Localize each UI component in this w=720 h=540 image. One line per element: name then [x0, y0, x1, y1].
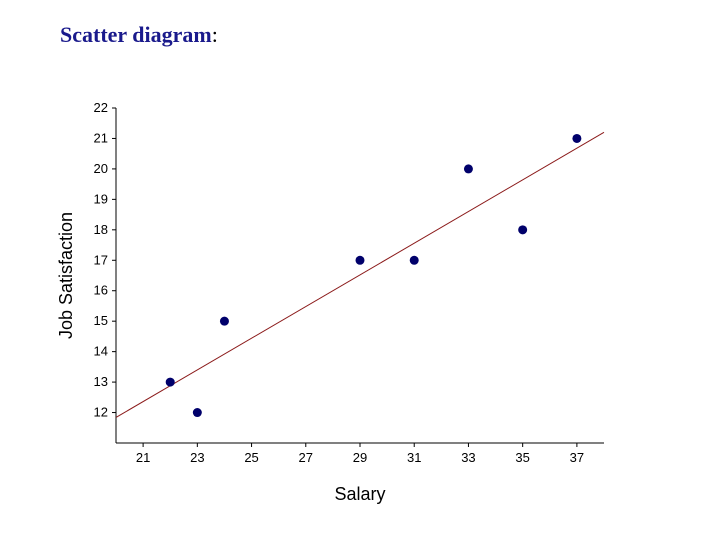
- y-tick-label: 13: [94, 374, 108, 389]
- data-point: [192, 408, 202, 418]
- data-point: [355, 255, 365, 265]
- data-point: [409, 255, 419, 265]
- y-tick-label: 12: [94, 405, 108, 420]
- x-axis-title: Salary: [334, 484, 385, 504]
- x-tick-label: 35: [515, 450, 529, 465]
- x-tick-label: 33: [461, 450, 475, 465]
- x-tick-label: 25: [244, 450, 258, 465]
- slide-title-main: Scatter diagram: [60, 22, 212, 47]
- x-tick-label: 21: [136, 450, 150, 465]
- y-tick-label: 21: [94, 130, 108, 145]
- x-tick-label: 31: [407, 450, 421, 465]
- x-tick-label: 27: [299, 450, 313, 465]
- y-axis-title: Job Satisfaction: [56, 212, 76, 339]
- y-tick-label: 18: [94, 222, 108, 237]
- y-tick-label: 15: [94, 313, 108, 328]
- data-point: [165, 377, 175, 387]
- y-tick-label: 14: [94, 344, 108, 359]
- data-point: [219, 316, 229, 326]
- data-points: [165, 133, 582, 418]
- x-tick-label: 37: [570, 450, 584, 465]
- y-tick-label: 16: [94, 283, 108, 298]
- x-tick-label: 23: [190, 450, 204, 465]
- chart-axes: 12 13 14 15 16 17 18 19 20 21 22 21 23 25 27 29 31 33 35 37: [94, 100, 604, 465]
- x-tick-label: 29: [353, 450, 367, 465]
- trendline-group: [115, 131, 605, 418]
- y-tick-label: 20: [94, 161, 108, 176]
- data-point: [463, 164, 473, 174]
- data-point: [518, 225, 528, 235]
- slide-title-suffix: :: [211, 22, 218, 47]
- y-tick-label: 19: [94, 191, 108, 206]
- y-tick-label: 22: [94, 100, 108, 115]
- y-tick-label: 17: [94, 252, 108, 267]
- slide-title: Scatter diagram:: [60, 22, 218, 48]
- trendline: [115, 131, 605, 418]
- data-point: [572, 133, 582, 143]
